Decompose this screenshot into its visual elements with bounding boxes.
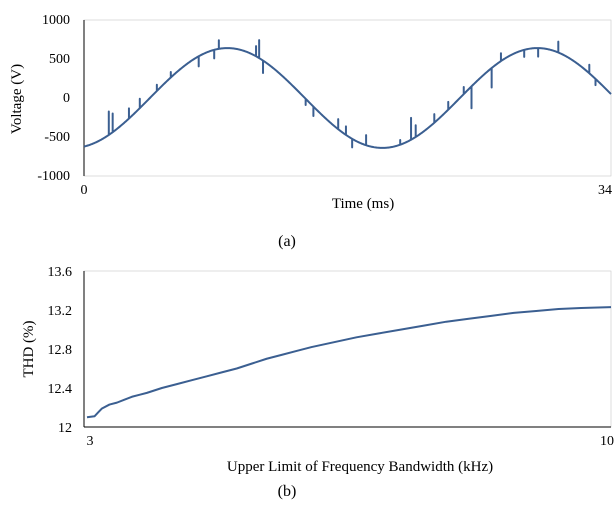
- panel-b-y-tick-13-6: 13.6: [48, 265, 73, 280]
- panel-b-x-tick-start: 3: [87, 434, 94, 449]
- panel-b-y-ticks: 13.6 13.2 12.8 12.4 12: [48, 265, 73, 436]
- panel-a-x-tick-start: 0: [81, 183, 88, 198]
- panel-b-thd-chart: 13.6 13.2 12.8 12.4 12 3 10 THD (%) Uppe…: [21, 265, 614, 500]
- panel-b-thd-series-line: [86, 306, 612, 419]
- panel-b-caption: (b): [278, 483, 297, 500]
- panel-a-voltage-series-line: [83, 39, 612, 149]
- panel-b-y-tick-12: 12: [58, 421, 72, 436]
- panel-b-y-tick-13-2: 13.2: [48, 304, 73, 319]
- panel-a-x-axis-label: Time (ms): [332, 196, 394, 212]
- panel-b-x-tick-end: 10: [600, 434, 614, 449]
- panel-a-y-tick-500: 500: [49, 52, 70, 67]
- panel-a-y-tick-neg1000: -1000: [37, 169, 70, 184]
- panel-a-y-axis-label: Voltage (V): [9, 64, 25, 134]
- panel-a-voltage-chart: 1000 500 0 -500 -1000 0 34 Voltage (V) T…: [9, 13, 612, 250]
- panel-a-y-tick-1000: 1000: [42, 13, 70, 28]
- panel-b-y-tick-12-8: 12.8: [48, 343, 73, 358]
- panel-b-x-axis-label: Upper Limit of Frequency Bandwidth (kHz): [227, 459, 493, 475]
- panel-b-plot-area: [83, 270, 612, 428]
- panel-a-caption: (a): [278, 233, 296, 250]
- panel-b-y-axis-label: THD (%): [21, 320, 37, 377]
- panel-a-y-tick-neg500: -500: [44, 130, 70, 145]
- panel-a-y-ticks: 1000 500 0 -500 -1000: [37, 13, 70, 184]
- panel-b-y-tick-12-4: 12.4: [48, 382, 73, 397]
- panel-a-x-tick-end: 34: [598, 183, 612, 198]
- panel-a-y-tick-0: 0: [63, 91, 70, 106]
- panel-a-plot-area: [83, 19, 612, 177]
